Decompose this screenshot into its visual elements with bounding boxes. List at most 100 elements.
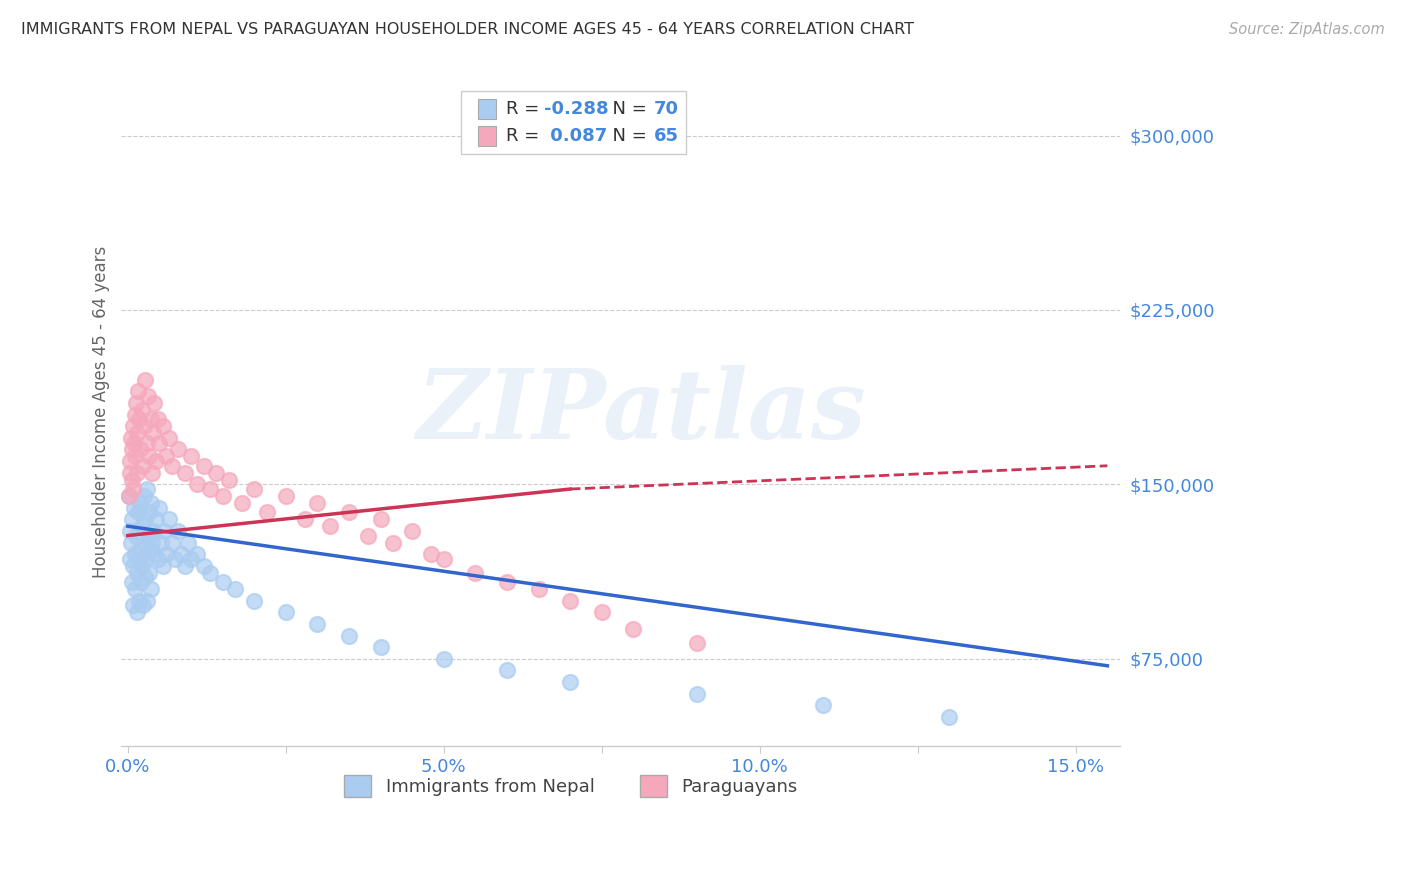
Point bbox=[128, 496, 150, 510]
Point bbox=[138, 505, 160, 519]
Point bbox=[141, 466, 163, 480]
Point bbox=[337, 628, 360, 642]
Point bbox=[138, 450, 160, 464]
Point bbox=[134, 535, 156, 549]
Point bbox=[125, 566, 148, 580]
Point bbox=[155, 547, 177, 561]
Point bbox=[173, 558, 195, 573]
Point bbox=[128, 593, 150, 607]
Point bbox=[186, 477, 208, 491]
Text: N =: N = bbox=[600, 127, 652, 145]
Point bbox=[120, 466, 142, 480]
Point bbox=[165, 551, 187, 566]
Point bbox=[560, 675, 582, 690]
Point bbox=[139, 542, 162, 557]
Point bbox=[357, 528, 380, 542]
Text: 65: 65 bbox=[654, 127, 679, 145]
Point bbox=[118, 489, 141, 503]
Point bbox=[122, 482, 145, 496]
Point bbox=[132, 599, 155, 613]
Point bbox=[142, 426, 165, 441]
Point bbox=[591, 605, 613, 619]
Point bbox=[134, 570, 156, 584]
Y-axis label: Householder Income Ages 45 - 64 years: Householder Income Ages 45 - 64 years bbox=[93, 245, 110, 578]
Point bbox=[193, 458, 215, 473]
Point bbox=[118, 489, 141, 503]
Point bbox=[319, 519, 342, 533]
Point bbox=[211, 575, 233, 590]
Text: R =: R = bbox=[506, 127, 546, 145]
Point bbox=[136, 528, 159, 542]
Point bbox=[274, 489, 297, 503]
FancyBboxPatch shape bbox=[478, 126, 496, 145]
Point bbox=[121, 442, 143, 457]
Text: ZIPatlas: ZIPatlas bbox=[416, 365, 866, 458]
Point bbox=[120, 551, 142, 566]
Point bbox=[180, 551, 202, 566]
Point bbox=[243, 593, 266, 607]
Point bbox=[121, 473, 143, 487]
Point bbox=[129, 575, 152, 590]
FancyBboxPatch shape bbox=[461, 91, 686, 154]
Point bbox=[125, 528, 148, 542]
Point bbox=[143, 396, 166, 410]
Point bbox=[127, 605, 149, 619]
Point bbox=[205, 466, 228, 480]
Point bbox=[120, 431, 142, 445]
Text: N =: N = bbox=[600, 100, 652, 118]
Point bbox=[135, 593, 157, 607]
Point bbox=[685, 635, 707, 649]
Point bbox=[274, 605, 297, 619]
Point bbox=[256, 505, 278, 519]
Text: R =: R = bbox=[506, 100, 546, 118]
Point bbox=[120, 535, 142, 549]
Point bbox=[496, 664, 519, 678]
Text: Source: ZipAtlas.com: Source: ZipAtlas.com bbox=[1229, 22, 1385, 37]
Point bbox=[370, 640, 392, 655]
Point bbox=[211, 489, 233, 503]
Point bbox=[167, 524, 190, 538]
Point bbox=[131, 519, 153, 533]
Point bbox=[134, 512, 156, 526]
Point bbox=[134, 419, 156, 434]
Point bbox=[307, 496, 329, 510]
Point bbox=[149, 535, 172, 549]
Point bbox=[420, 547, 443, 561]
Point bbox=[128, 551, 150, 566]
Point bbox=[122, 599, 145, 613]
Point bbox=[124, 450, 146, 464]
Point bbox=[141, 496, 163, 510]
Point bbox=[139, 582, 162, 596]
Point bbox=[157, 512, 180, 526]
Point bbox=[180, 450, 202, 464]
Point bbox=[127, 384, 149, 399]
Point bbox=[136, 389, 159, 403]
Point bbox=[193, 558, 215, 573]
Point bbox=[121, 558, 143, 573]
Point bbox=[142, 524, 165, 538]
Point bbox=[122, 500, 145, 515]
Point bbox=[433, 551, 456, 566]
Point bbox=[121, 575, 143, 590]
Point bbox=[160, 458, 183, 473]
Point bbox=[141, 535, 163, 549]
Point bbox=[124, 582, 146, 596]
Point bbox=[433, 652, 456, 666]
Point bbox=[134, 373, 156, 387]
Point bbox=[129, 542, 152, 557]
Point bbox=[155, 450, 177, 464]
Point bbox=[527, 582, 550, 596]
Text: 70: 70 bbox=[654, 100, 679, 118]
Point bbox=[152, 558, 174, 573]
Point bbox=[128, 412, 150, 426]
Point bbox=[153, 524, 176, 538]
Point bbox=[160, 535, 183, 549]
Point bbox=[337, 505, 360, 519]
Text: 0.087: 0.087 bbox=[544, 127, 607, 145]
Point bbox=[129, 442, 152, 457]
Text: -0.288: -0.288 bbox=[544, 100, 609, 118]
Point bbox=[560, 593, 582, 607]
Point bbox=[148, 435, 170, 450]
Point bbox=[135, 551, 157, 566]
Point bbox=[167, 442, 190, 457]
